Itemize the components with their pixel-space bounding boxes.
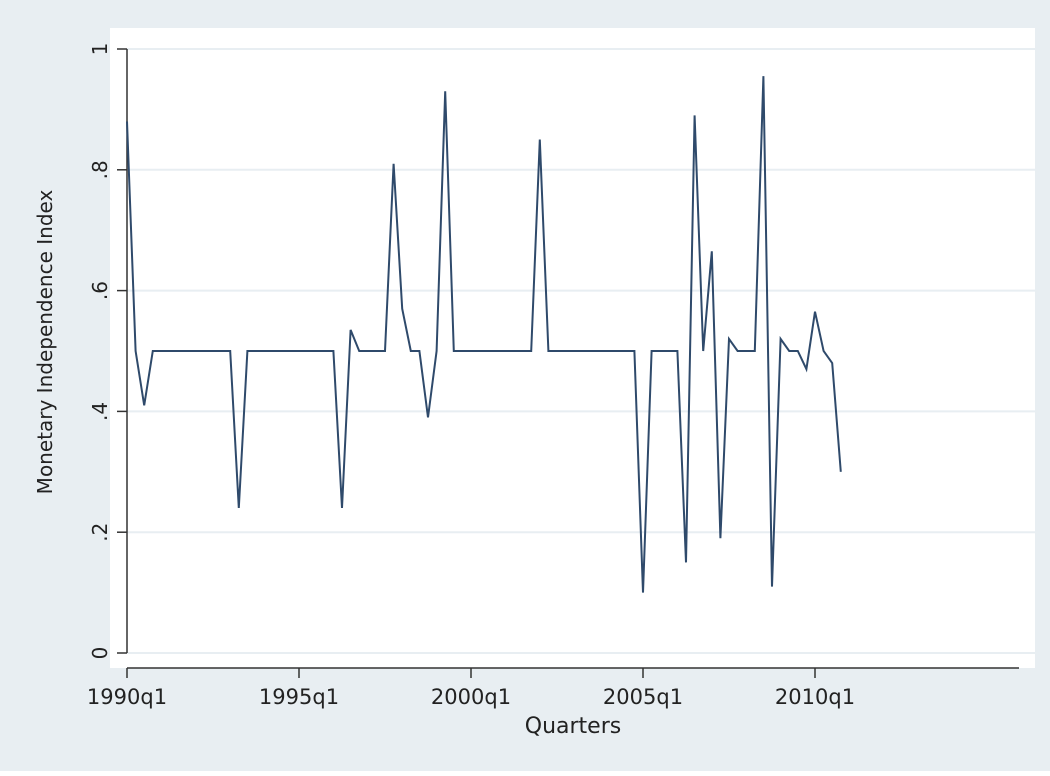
x-axis-label: Quarters: [525, 714, 621, 739]
x-axis-ticks: 1990q1 1995q1 2000q1 2005q1 2010q1: [87, 668, 855, 709]
x-tick-label: 1990q1: [87, 685, 167, 709]
y-axis-label: Monetary Independence Index: [33, 190, 57, 495]
y-tick-label: 1: [88, 43, 112, 56]
x-tick-label: 2000q1: [431, 685, 511, 709]
plot-area: [110, 28, 1035, 668]
y-axis-ticks: 0 .2 .4 .6 .8 1: [88, 43, 127, 660]
y-tick-label: .6: [88, 281, 112, 300]
gridlines: [127, 48, 1035, 654]
series-line: [126, 76, 842, 593]
x-tick-label: 1995q1: [259, 685, 339, 709]
y-tick-label: 0: [88, 647, 112, 660]
y-tick-label: .8: [88, 160, 112, 179]
x-tick-label: 2010q1: [775, 685, 855, 709]
axes: [126, 49, 1019, 669]
y-tick-label: .2: [88, 523, 112, 542]
x-tick-label: 2005q1: [603, 685, 683, 709]
y-tick-label: .4: [88, 402, 112, 421]
